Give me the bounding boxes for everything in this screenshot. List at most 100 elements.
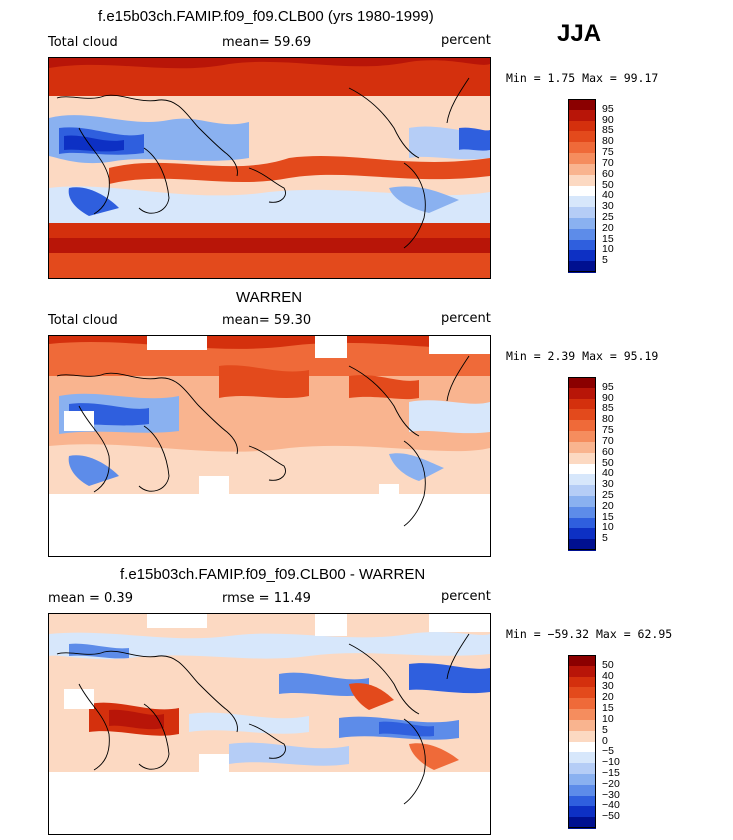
colorbar-swatch [568, 806, 596, 818]
colorbar-swatch [568, 409, 596, 421]
colorbar-label: 75 [602, 146, 614, 159]
colorbar-label: 85 [602, 402, 614, 415]
colorbar-swatch [568, 517, 596, 529]
cloud-field-map [49, 58, 490, 278]
colorbar-label: 5 [602, 723, 608, 736]
colorbar-label: 10 [602, 712, 614, 725]
colorbar-frame [568, 99, 596, 272]
colorbar-swatch [568, 539, 596, 551]
cloud-difference-map [49, 614, 490, 834]
colorbar-swatch [568, 528, 596, 540]
colorbar-label: 90 [602, 391, 614, 404]
colorbar-frame [568, 655, 596, 828]
colorbar-swatch [568, 174, 596, 186]
panel-title-diff: f.e15b03ch.FAMIP.f09_f09.CLB00 - WARREN [120, 566, 426, 583]
colorbar-swatch [568, 239, 596, 251]
colorbar-swatch [568, 752, 596, 764]
panel-title-obs: WARREN [236, 289, 303, 306]
units-label: percent [441, 589, 491, 604]
colorbar-label: 10 [602, 521, 614, 534]
colorbar-label: 5 [602, 532, 608, 545]
colorbar-model: 95 90 85 80 75 70 60 50 40 30 25 20 15 10 5 [568, 99, 638, 273]
field-label: Total cloud [48, 313, 118, 328]
colorbar-swatch [568, 463, 596, 475]
cloud-field-map [49, 336, 490, 556]
colorbar-swatch [568, 763, 596, 775]
units-label: percent [441, 311, 491, 326]
colorbar-label: 40 [602, 189, 614, 202]
colorbar-swatch [568, 377, 596, 389]
colorbar-obs: 95 90 85 80 75 70 60 50 40 30 25 20 15 10 5 [568, 377, 638, 551]
colorbar-swatch [568, 217, 596, 230]
field-label: Total cloud [48, 35, 118, 50]
colorbar-label: 50 [602, 658, 614, 671]
colorbar-label: 30 [602, 680, 614, 693]
colorbar-label: 60 [602, 167, 614, 180]
colorbar-label: −40 [602, 799, 620, 812]
colorbar-swatch [568, 719, 596, 732]
colorbar-label: 20 [602, 221, 614, 234]
colorbar-label: 50 [602, 178, 614, 191]
colorbar-swatch [568, 730, 596, 742]
colorbar-swatch [568, 485, 596, 497]
colorbar-swatch [568, 431, 596, 443]
colorbar-swatch [568, 250, 596, 262]
colorbar-label: 5 [602, 254, 608, 267]
colorbar-swatch [568, 153, 596, 165]
colorbar-swatch [568, 207, 596, 219]
rmse-label: rmse = 11.49 [222, 591, 311, 606]
colorbar-label: 10 [602, 243, 614, 256]
colorbar-label: 30 [602, 200, 614, 213]
colorbar-label: 50 [602, 456, 614, 469]
colorbar-label: 15 [602, 702, 614, 715]
colorbar-swatch [568, 163, 596, 176]
colorbar-swatch [568, 261, 596, 273]
map-panel-model [48, 57, 491, 279]
colorbar-label: 95 [602, 380, 614, 393]
colorbar-swatch [568, 99, 596, 111]
colorbar-swatch [568, 452, 596, 464]
colorbar-swatch [568, 795, 596, 807]
colorbar-label: 85 [602, 124, 614, 137]
colorbar-swatch [568, 665, 596, 678]
map-panel-diff [48, 613, 491, 835]
colorbar-frame [568, 377, 596, 550]
colorbar-swatch [568, 185, 596, 197]
colorbar-label: 70 [602, 156, 614, 169]
colorbar-swatch [568, 196, 596, 208]
colorbar-label: 25 [602, 488, 614, 501]
colorbar-label: −10 [602, 756, 620, 769]
colorbar-swatch [568, 474, 596, 486]
mean-label: mean = 0.39 [48, 591, 133, 606]
colorbar-label: 20 [602, 499, 614, 512]
colorbar-label: 70 [602, 434, 614, 447]
colorbar-label: 80 [602, 413, 614, 426]
panel-title-model: f.e15b03ch.FAMIP.f09_f09.CLB00 (yrs 1980… [98, 8, 434, 25]
colorbar-swatch [568, 817, 596, 829]
colorbar-label: 95 [602, 102, 614, 115]
minmax-label: Min = 2.39 Max = 95.19 [506, 349, 659, 363]
colorbar-label: −30 [602, 788, 620, 801]
colorbar-diff: 50 40 30 20 15 10 5 0 −5 −10 −15 −20 −30 −40 −50 [568, 655, 638, 829]
colorbar-swatch [568, 131, 596, 143]
colorbar-swatch [568, 387, 596, 400]
colorbar-swatch [568, 687, 596, 699]
colorbar-label: 80 [602, 135, 614, 148]
colorbar-label: −20 [602, 777, 620, 790]
colorbar-swatch [568, 784, 596, 797]
map-panel-obs [48, 335, 491, 557]
colorbar-label: 25 [602, 210, 614, 223]
colorbar-label: 15 [602, 510, 614, 523]
colorbar-label: 40 [602, 669, 614, 682]
colorbar-label: −50 [602, 810, 620, 823]
colorbar-swatch [568, 228, 596, 241]
colorbar-label: 60 [602, 445, 614, 458]
colorbar-swatch [568, 398, 596, 410]
colorbar-label: 30 [602, 478, 614, 491]
colorbar-swatch [568, 495, 596, 508]
mean-label: mean= 59.30 [222, 313, 312, 328]
colorbar-label: 20 [602, 691, 614, 704]
colorbar-label: −15 [602, 766, 620, 779]
colorbar-swatch [568, 773, 596, 786]
season-label: JJA [557, 20, 602, 47]
